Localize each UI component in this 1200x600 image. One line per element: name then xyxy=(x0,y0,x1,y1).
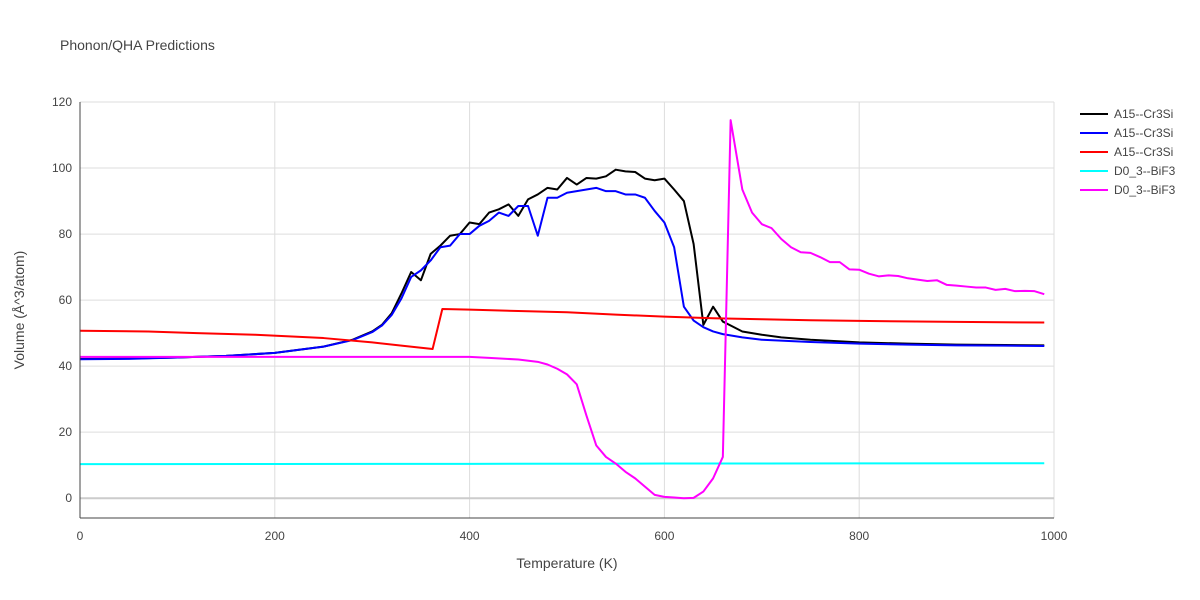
y-tick-label: 100 xyxy=(52,161,72,175)
series-line-1 xyxy=(79,168,1045,360)
y-axis-title: Volume (Å^3/atom) xyxy=(11,251,27,370)
x-axis-title: Temperature (K) xyxy=(516,555,617,571)
y-tick-label: 120 xyxy=(52,95,72,109)
chart-series-layer xyxy=(79,119,1045,500)
x-tick-label: 0 xyxy=(77,529,84,543)
series-line-3 xyxy=(79,308,1045,350)
legend-label: D0_3--BiF3 xyxy=(1114,164,1176,178)
chart-title: Phonon/QHA Predictions xyxy=(60,37,215,53)
y-axis-ticks: 0 20 40 60 80 100 120 xyxy=(52,95,72,505)
y-tick-label: 40 xyxy=(59,359,73,373)
chart-grid xyxy=(79,101,1055,518)
legend-item-1[interactable]: A15--Cr3Si xyxy=(1080,107,1173,121)
legend-item-3[interactable]: A15--Cr3Si xyxy=(1080,145,1173,159)
series-line-2 xyxy=(79,186,1045,361)
x-tick-label: 400 xyxy=(460,529,480,543)
legend-label: A15--Cr3Si xyxy=(1114,126,1173,140)
y-tick-label: 0 xyxy=(65,491,72,505)
series-line-5 xyxy=(80,119,1045,500)
legend-label: D0_3--BiF3 xyxy=(1114,183,1176,197)
legend-item-2[interactable]: A15--Cr3Si xyxy=(1080,126,1173,140)
legend-label: A15--Cr3Si xyxy=(1114,107,1173,121)
x-tick-label: 600 xyxy=(654,529,674,543)
y-tick-label: 60 xyxy=(59,293,73,307)
chart-legend[interactable]: A15--Cr3Si A15--Cr3Si A15--Cr3Si D0_3--BiF3… xyxy=(1080,107,1176,197)
legend-item-4[interactable]: D0_3--BiF3 xyxy=(1080,164,1176,178)
legend-item-5[interactable]: D0_3--BiF3 xyxy=(1080,183,1176,197)
x-tick-label: 200 xyxy=(265,529,285,543)
series-line-4 xyxy=(79,462,1045,466)
x-axis-ticks: 0 200 400 600 800 1000 xyxy=(77,529,1068,543)
x-tick-label: 800 xyxy=(849,529,869,543)
x-tick-label: 1000 xyxy=(1041,529,1068,543)
legend-label: A15--Cr3Si xyxy=(1114,145,1173,159)
y-tick-label: 80 xyxy=(59,227,73,241)
y-tick-label: 20 xyxy=(59,425,73,439)
